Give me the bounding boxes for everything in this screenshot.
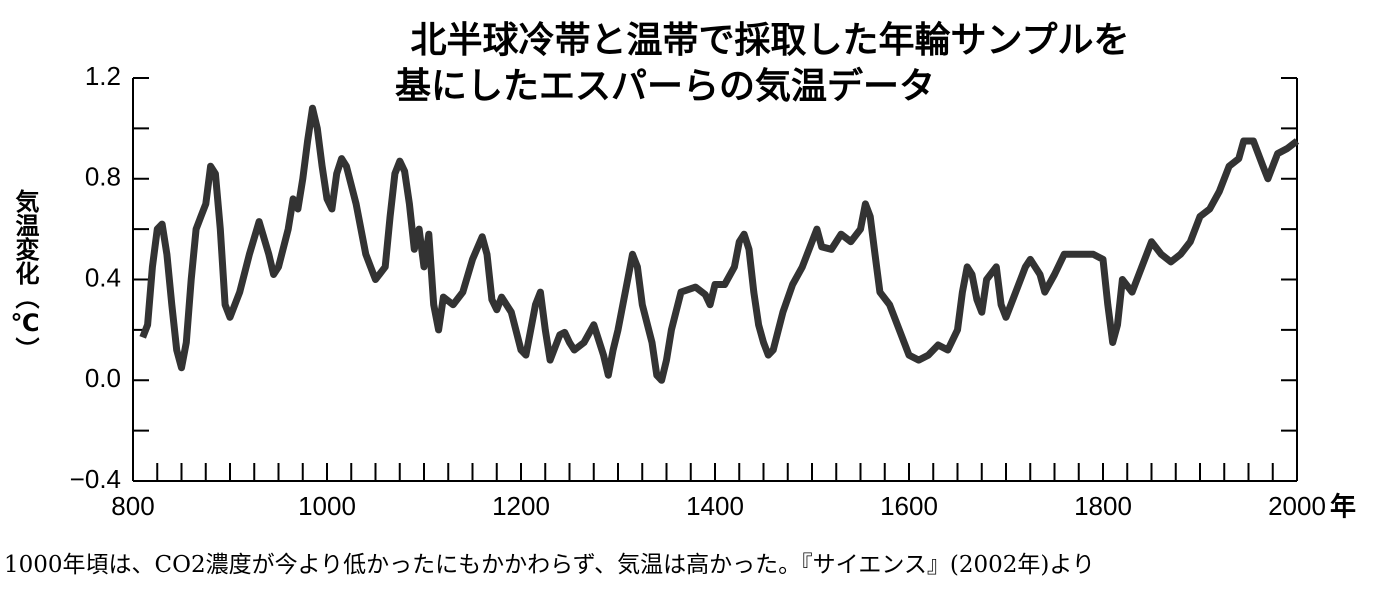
x-tick-label: 1000	[298, 491, 356, 521]
y-axis-label: 気温変化（℃）	[11, 188, 39, 361]
caption: 1000年頃は、CO2濃度が今より低かったにもかかわらず、気温は高かった。『サイ…	[4, 552, 1095, 578]
x-tick-label: 2000	[1268, 491, 1326, 521]
y-tick-label: −0.4	[70, 464, 121, 494]
chart-title: 北半球冷帯と温帯で採取した年輪サンプルを	[411, 19, 1130, 61]
y-tick-label: 0.4	[85, 262, 121, 292]
x-tick-label: 1800	[1074, 491, 1132, 521]
data-line	[139, 104, 1300, 384]
x-tick-label: 1200	[492, 491, 550, 521]
y-tick-label: 0.0	[85, 363, 121, 393]
y-tick-label: 0.8	[85, 162, 121, 192]
x-tick-label: 1400	[686, 491, 744, 521]
x-tick-label: 800	[111, 491, 154, 521]
chart-title: 基にしたエスパーらの気温データ	[395, 65, 935, 107]
y-tick-label: 1.2	[85, 61, 121, 91]
x-axis-unit: 年	[1330, 492, 1356, 523]
x-tick-label: 1600	[880, 491, 938, 521]
